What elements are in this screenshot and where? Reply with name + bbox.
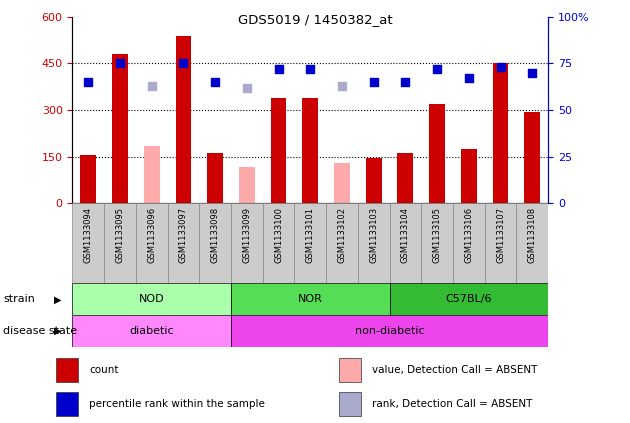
Text: NOD: NOD	[139, 294, 164, 304]
Point	[432, 66, 442, 72]
Bar	[239, 168, 255, 203]
Text: percentile rank within the sample: percentile rank within the sample	[89, 399, 265, 409]
Bar	[207, 154, 223, 203]
Point	[178, 60, 188, 67]
Text: value, Detection Call = ABSENT: value, Detection Call = ABSENT	[372, 365, 537, 375]
Text: GSM1133095: GSM1133095	[115, 207, 125, 263]
Bar	[334, 163, 350, 203]
Text: GSM1133097: GSM1133097	[179, 207, 188, 263]
Bar	[484, 203, 517, 283]
Bar	[231, 203, 263, 283]
Bar	[389, 283, 548, 315]
Bar	[271, 98, 287, 203]
Point	[115, 60, 125, 67]
Bar	[398, 154, 413, 203]
Bar	[231, 283, 389, 315]
Text: count: count	[89, 365, 118, 375]
Text: GDS5019 / 1450382_at: GDS5019 / 1450382_at	[238, 13, 392, 26]
Bar	[112, 54, 128, 203]
Bar	[524, 112, 540, 203]
Bar	[421, 203, 453, 283]
Text: NOR: NOR	[298, 294, 323, 304]
Text: GSM1133107: GSM1133107	[496, 207, 505, 263]
Text: GSM1133106: GSM1133106	[464, 207, 473, 263]
Bar	[81, 155, 96, 203]
Bar	[461, 149, 477, 203]
Text: C57BL/6: C57BL/6	[445, 294, 492, 304]
Bar	[429, 104, 445, 203]
Text: GSM1133096: GSM1133096	[147, 207, 156, 263]
Text: GSM1133100: GSM1133100	[274, 207, 283, 263]
Bar	[144, 146, 159, 203]
Bar	[339, 392, 361, 416]
Point	[147, 82, 157, 89]
Bar	[104, 203, 136, 283]
Bar	[453, 203, 484, 283]
Bar	[358, 203, 389, 283]
Point	[527, 69, 537, 76]
Bar	[231, 315, 548, 347]
Bar	[389, 203, 421, 283]
Text: rank, Detection Call = ABSENT: rank, Detection Call = ABSENT	[372, 399, 532, 409]
Point	[242, 84, 252, 91]
Bar	[72, 283, 231, 315]
Text: GSM1133105: GSM1133105	[433, 207, 442, 263]
Point	[401, 79, 411, 85]
Bar	[302, 98, 318, 203]
Bar	[72, 203, 104, 283]
Bar	[493, 63, 508, 203]
Bar	[339, 358, 361, 382]
Text: GSM1133094: GSM1133094	[84, 207, 93, 263]
Point	[83, 79, 93, 85]
Text: ▶: ▶	[54, 326, 62, 336]
Text: GSM1133101: GSM1133101	[306, 207, 315, 263]
Point	[305, 66, 315, 72]
Point	[369, 79, 379, 85]
Point	[273, 66, 284, 72]
Bar	[168, 203, 199, 283]
Bar	[176, 36, 192, 203]
Text: disease state: disease state	[3, 326, 77, 336]
Point	[464, 75, 474, 82]
Bar	[199, 203, 231, 283]
Text: strain: strain	[3, 294, 35, 304]
Bar	[72, 315, 231, 347]
Text: GSM1133102: GSM1133102	[338, 207, 346, 263]
Text: ▶: ▶	[54, 294, 62, 304]
Text: GSM1133098: GSM1133098	[210, 207, 220, 263]
Point	[210, 79, 220, 85]
Bar	[56, 358, 78, 382]
Bar	[56, 392, 78, 416]
Text: GSM1133103: GSM1133103	[369, 207, 378, 263]
Bar	[294, 203, 326, 283]
Bar	[326, 203, 358, 283]
Point	[495, 64, 505, 71]
Text: GSM1133099: GSM1133099	[243, 207, 251, 263]
Text: GSM1133104: GSM1133104	[401, 207, 410, 263]
Text: non-diabetic: non-diabetic	[355, 326, 425, 336]
Bar	[517, 203, 548, 283]
Text: GSM1133108: GSM1133108	[528, 207, 537, 263]
Bar	[366, 158, 382, 203]
Bar	[136, 203, 168, 283]
Bar	[263, 203, 294, 283]
Point	[337, 82, 347, 89]
Text: diabetic: diabetic	[129, 326, 174, 336]
